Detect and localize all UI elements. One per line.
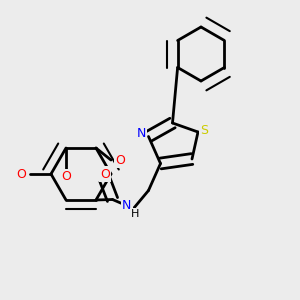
Text: O: O [61,170,71,183]
Text: N: N [122,199,132,212]
Text: N: N [136,127,146,140]
Text: O: O [100,167,110,181]
Text: H: H [131,209,139,219]
Text: O: O [16,167,26,181]
Text: O: O [115,154,125,166]
Text: S: S [201,124,208,137]
